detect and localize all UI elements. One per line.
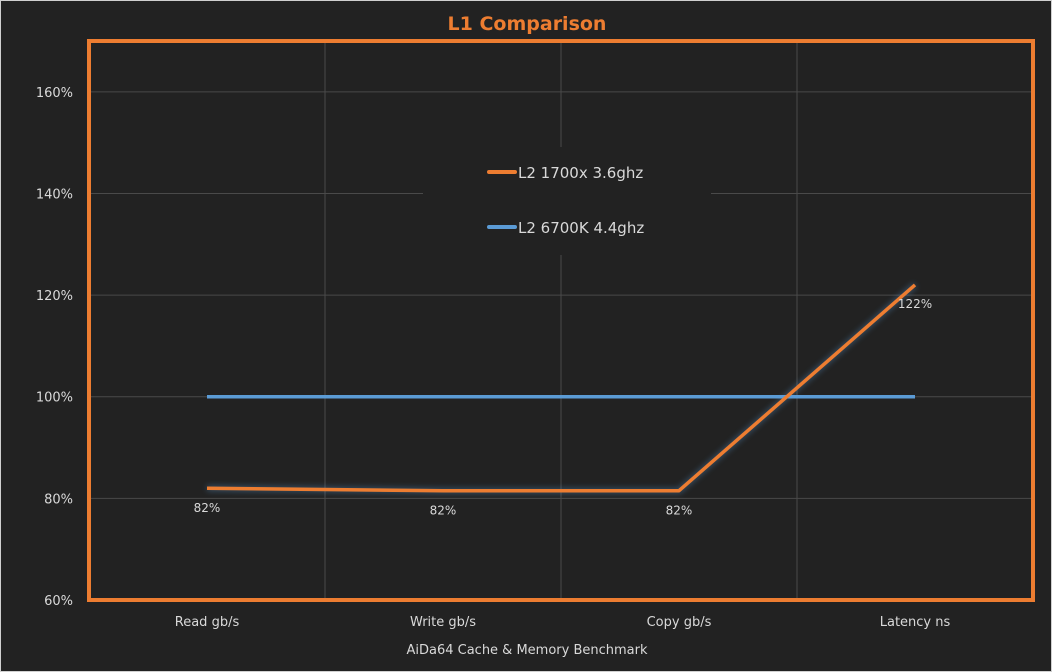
y-tick-label: 120%: [36, 289, 73, 304]
x-tick-label: Write gb/s: [410, 615, 476, 630]
y-tick-label: 100%: [36, 391, 73, 406]
x-tick-label: Read gb/s: [175, 615, 240, 630]
data-label: 82%: [194, 501, 221, 515]
plot-border: [87, 39, 1035, 602]
data-label: 82%: [430, 504, 457, 518]
y-tick-label: 80%: [44, 492, 73, 507]
x-axis-title: AiDa64 Cache & Memory Benchmark: [406, 643, 648, 658]
x-tick-label: Copy gb/s: [647, 615, 712, 630]
data-label: 82%: [666, 504, 693, 518]
x-tick-label: Latency ns: [880, 615, 951, 630]
y-tick-label: 160%: [36, 86, 73, 101]
legend-background: [423, 147, 711, 255]
series-line-0: [206, 283, 917, 493]
legend-label: L2 6700K 4.4ghz: [518, 219, 644, 237]
data-label: 122%: [898, 297, 932, 311]
y-tick-label: 60%: [44, 594, 73, 609]
chart-title: L1 Comparison: [447, 13, 607, 35]
legend-label: L2 1700x 3.6ghz: [518, 164, 643, 182]
y-tick-label: 140%: [36, 187, 73, 202]
